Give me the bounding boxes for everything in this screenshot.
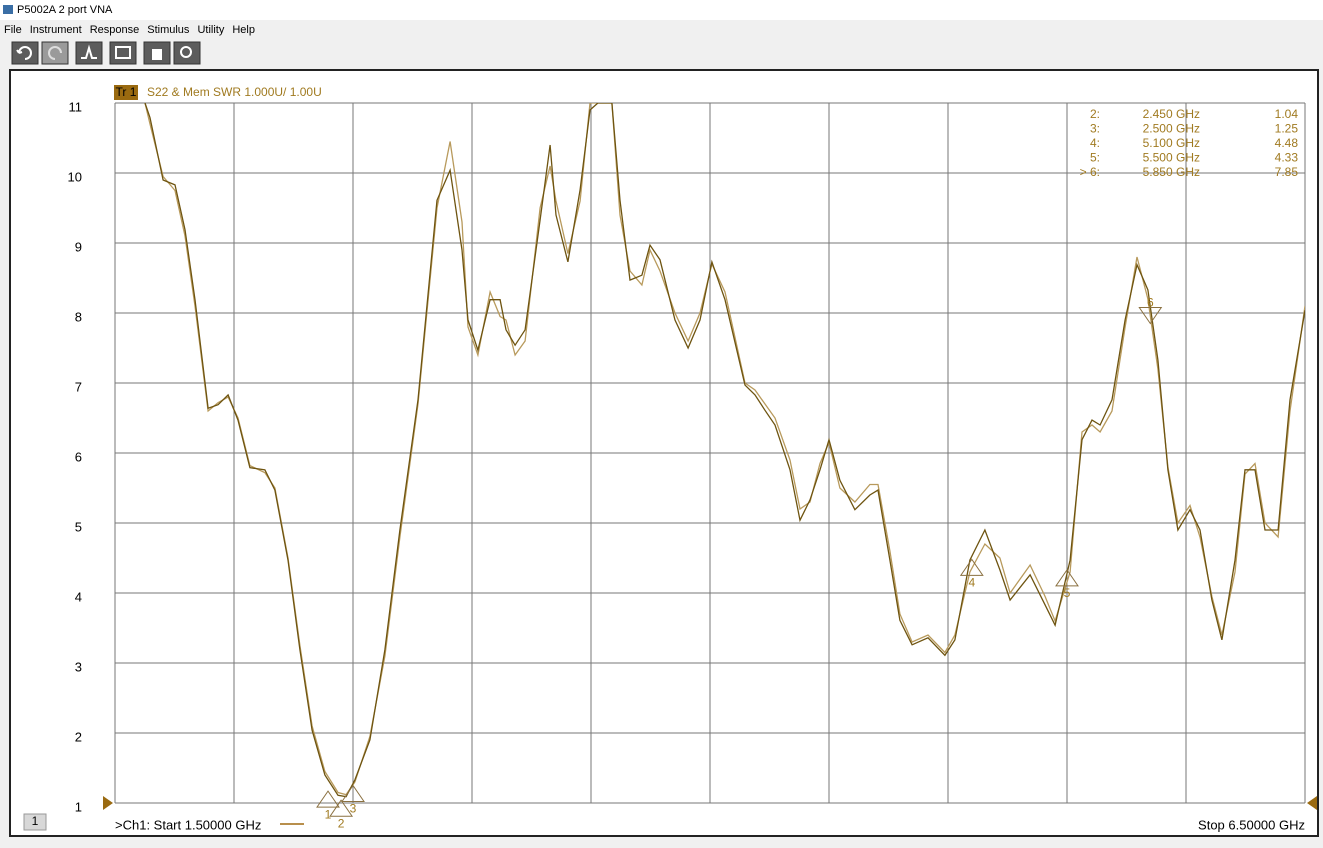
trace-line [144,103,1305,798]
start-label: >Ch1: Start 1.50000 GHz [115,817,261,832]
trace-tag: Tr 1 [116,85,137,99]
y-tick-label: 11 [69,99,83,114]
marker [341,784,365,802]
marker [959,558,984,576]
redo-icon [48,46,62,60]
marker [329,799,354,817]
marker-table-id: 5: [1090,151,1100,165]
screenshot-button[interactable] [109,41,137,65]
marker-id: 2 [338,816,345,830]
marker [316,790,340,808]
marker-table-id: > 6: [1080,165,1100,179]
marker-table-value: 4.33 [1275,151,1299,165]
toolbar [11,41,201,65]
delete-icon [152,49,162,60]
marker-table-freq: 5.500 GHz [1143,151,1200,165]
channel-tag: 1 [32,814,39,828]
menu-item[interactable]: Instrument [30,24,82,36]
trace-title: S22 & Mem SWR 1.000U/ 1.00U [147,85,322,99]
marker-id: 5 [1064,586,1071,600]
trace-tag-box[interactable] [114,85,138,100]
marker-table-freq: 2.500 GHz [1143,122,1200,136]
menu-item[interactable]: Help [232,24,255,36]
menu-bar: File Instrument Response Stimulus Utility Hel… [4,24,255,36]
marker-table-id: 4: [1090,136,1100,150]
marker-table-value: 1.04 [1275,107,1299,121]
y-tick-label: 9 [75,239,82,254]
menu-item[interactable]: Stimulus [147,24,190,36]
y-tick-label: 10 [68,169,82,184]
marker-id: 6 [1147,296,1154,310]
redo-button[interactable] [41,41,69,65]
marker [1138,307,1163,325]
channel-tag-box[interactable] [23,813,47,831]
marker-id: 3 [350,802,357,816]
menu-item[interactable]: Utility [197,24,224,36]
marker-table-freq: 5.850 GHz [1143,165,1200,179]
marker-icon [81,44,97,59]
y-tick-label: 6 [75,449,82,464]
ref-arrow-right [1307,796,1317,810]
y-tick-label: 4 [75,589,82,604]
marker [1055,569,1079,587]
undo-button[interactable] [11,41,39,65]
marker-table-id: 3: [1090,122,1100,136]
zoom-button[interactable] [173,41,201,65]
menu-item[interactable]: Response [90,24,140,36]
ref-arrow-left [103,796,113,810]
marker-table-value: 4.48 [1275,136,1299,150]
marker-table-freq: 5.100 GHz [1143,136,1200,150]
title-bar [0,0,1323,20]
y-tick-label: 7 [75,379,82,394]
y-tick-label: 2 [75,729,82,744]
marker-table-id: 2: [1090,107,1100,121]
window-title: P5002A 2 port VNA [17,4,113,16]
stop-label: Stop 6.50000 GHz [1198,817,1305,832]
marker-table-value: 7.85 [1275,165,1299,179]
marker-id: 4 [968,576,975,590]
marker-table-freq: 2.450 GHz [1143,107,1200,121]
menu-item[interactable]: File [4,24,22,36]
app-icon [3,5,13,14]
screenshot-icon [115,46,131,59]
y-tick-label: 3 [75,659,82,674]
y-tick-label: 8 [75,309,82,324]
marker-table-value: 1.25 [1275,122,1299,136]
y-tick-label: 1 [75,799,82,814]
undo-icon [16,46,32,60]
marker-id: 1 [325,807,332,821]
zoom-icon [180,46,192,58]
y-tick-label: 5 [75,519,82,534]
